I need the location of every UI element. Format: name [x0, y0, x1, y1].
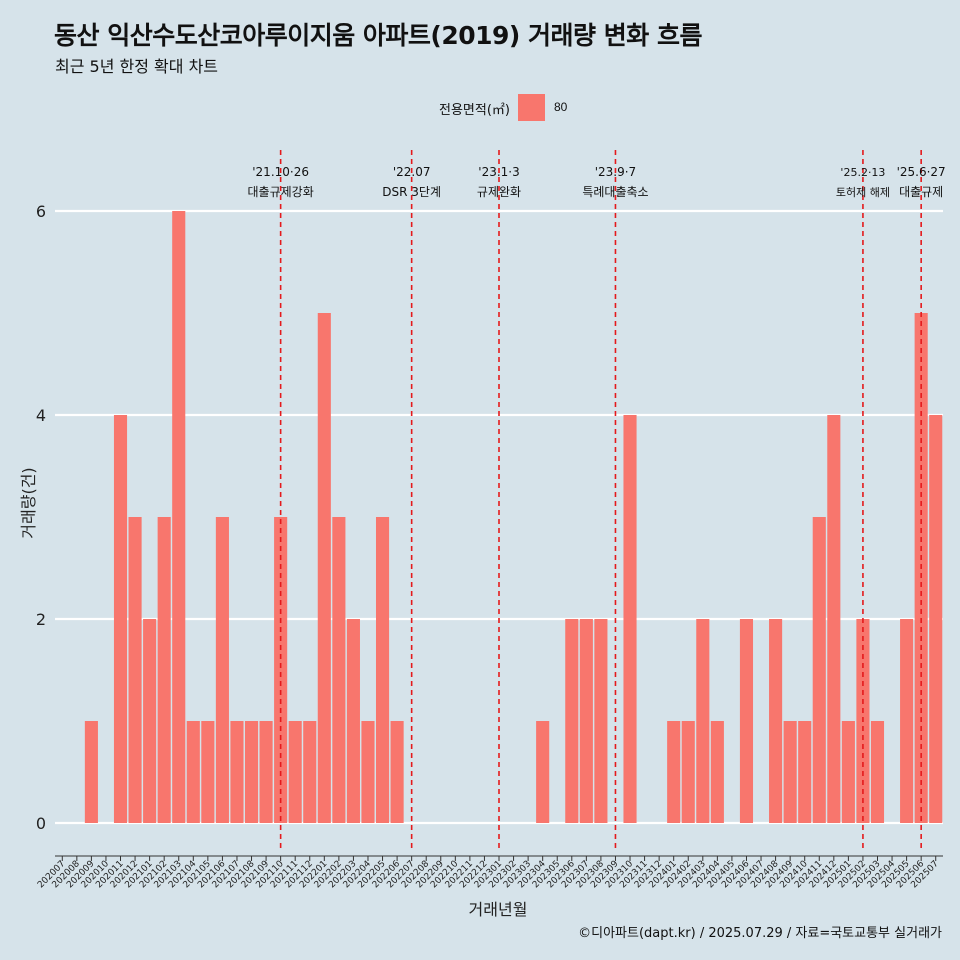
bar	[623, 415, 637, 823]
bar	[274, 517, 288, 823]
bar	[244, 721, 259, 823]
caption: ©디아파트(dapt.kr) / 2025.07.29 / 자료=국토교통부 실…	[578, 926, 942, 941]
bar	[929, 415, 943, 823]
event-date-label: '25.6·27	[897, 165, 946, 179]
event-date-label: '23.1·3	[478, 165, 519, 179]
event-text-label: 토허제 해제	[836, 185, 890, 199]
bar	[201, 721, 215, 823]
event-text-label: DSR 3단계	[382, 185, 441, 199]
event-text-label: 특례대출축소	[582, 185, 648, 199]
bar	[579, 619, 593, 823]
bar	[565, 619, 579, 823]
bar	[594, 619, 608, 823]
bar	[186, 721, 200, 823]
y-tick-label: 6	[36, 202, 46, 221]
bar	[230, 721, 244, 823]
bar	[361, 721, 375, 823]
bar	[172, 211, 186, 823]
bar	[841, 721, 855, 823]
y-axis-title: 거래량(건)	[19, 467, 38, 538]
bar	[827, 415, 841, 823]
bar	[332, 517, 346, 823]
bar	[739, 619, 754, 823]
bar	[113, 415, 128, 823]
bar	[375, 517, 390, 823]
event-date-label: '22.07	[393, 165, 431, 179]
y-tick-label: 2	[36, 610, 46, 629]
bar	[536, 721, 550, 823]
bar	[900, 619, 914, 823]
event-text-label: 대출규제	[899, 185, 943, 199]
bar	[143, 619, 157, 823]
bar	[667, 721, 681, 823]
chart-title: 동산 익산수도산코아루이지움 아파트(2019) 거래량 변화 흐름	[54, 21, 702, 50]
bar	[798, 721, 812, 823]
bar	[84, 721, 98, 823]
bar	[769, 619, 783, 823]
bar	[870, 721, 885, 823]
event-text-label: 규제완화	[477, 185, 521, 199]
bar	[783, 721, 797, 823]
chart-subtitle: 최근 5년 한정 확대 차트	[55, 57, 219, 76]
bar	[317, 313, 331, 823]
legend-label: 80	[554, 100, 568, 114]
bar	[215, 517, 229, 823]
x-axis-title: 거래년월	[469, 900, 528, 919]
legend-key-swatch	[518, 94, 545, 121]
bar	[259, 721, 273, 823]
bar	[390, 721, 404, 823]
bar	[288, 721, 302, 823]
bar	[157, 517, 171, 823]
event-date-label: '21.10·26	[252, 165, 309, 179]
event-date-label: '25.2·13	[840, 166, 885, 179]
bar	[710, 721, 724, 823]
event-text-label: 대출규제강화	[248, 185, 314, 199]
bar	[696, 619, 710, 823]
y-tick-label: 0	[36, 814, 46, 833]
y-tick-label: 4	[36, 406, 46, 425]
bar	[128, 517, 142, 823]
bar	[812, 517, 826, 823]
bar	[681, 721, 695, 823]
bar	[346, 619, 360, 823]
event-date-label: '23.9·7	[595, 165, 636, 179]
bar	[303, 721, 317, 823]
legend-title: 전용면적(㎡)	[439, 103, 510, 118]
legend: 전용면적(㎡) 80	[0, 93, 960, 121]
